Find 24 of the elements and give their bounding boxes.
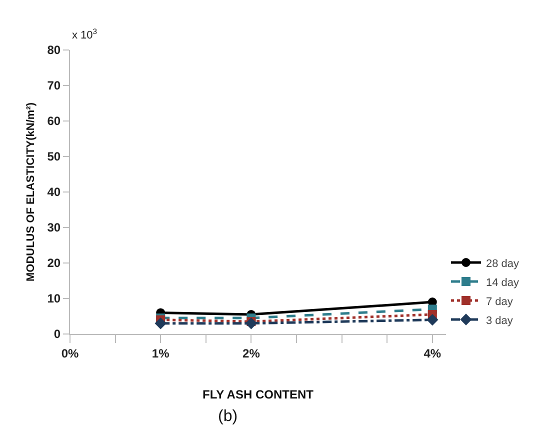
y-tick-label: 60 <box>47 114 61 128</box>
legend-label: 7 day <box>486 296 514 308</box>
y-tick-label: 70 <box>47 78 61 93</box>
text: x 10$^{3}$ <box>72 27 98 42</box>
y-tick-label: 10 <box>47 292 61 306</box>
point <box>426 314 438 326</box>
y-tick-label: 80 <box>47 43 61 58</box>
text: (b) <box>218 408 238 425</box>
y-tick-label: 0 <box>54 327 61 342</box>
y-tick-label: 20 <box>47 256 61 270</box>
legend-label: 3 day <box>486 314 514 327</box>
y-axis-title: MODULUS OF ELASTICITY(kN/m²) <box>24 102 37 282</box>
x-tick-label: 4% <box>424 346 442 360</box>
y-tick-label: 40 <box>47 185 61 200</box>
x-tick-label: 0% <box>61 346 79 360</box>
point <box>245 318 258 330</box>
legend-label: 14 day <box>486 276 520 289</box>
x-tick-label: 2% <box>242 346 260 360</box>
y-tick-label: 50 <box>47 150 61 164</box>
point <box>154 318 166 330</box>
y-tick-label: 30 <box>47 220 61 235</box>
legend-label: 28 day <box>486 258 520 270</box>
x-axis-title: FLY ASH CONTENT <box>202 387 314 402</box>
x-tick-label: 1% <box>152 346 170 360</box>
